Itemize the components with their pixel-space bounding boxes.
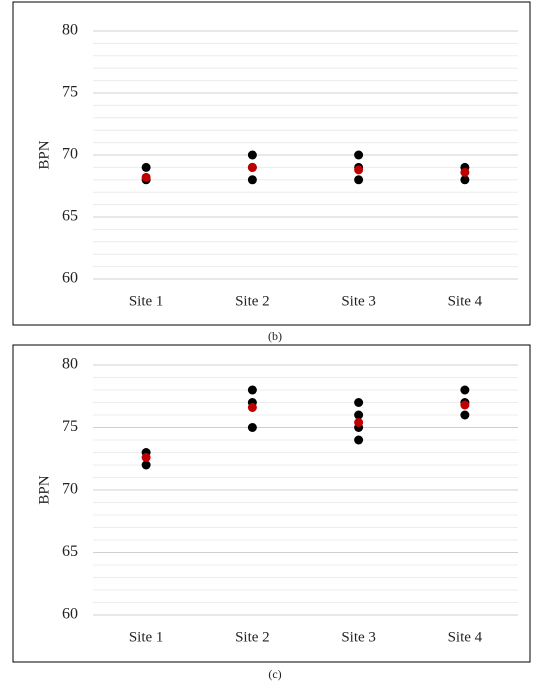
y-tick-label: 65	[62, 208, 78, 225]
panel-border	[12, 344, 531, 663]
panel-border	[12, 1, 531, 326]
y-tick-label: 60	[62, 606, 78, 623]
point	[460, 385, 470, 395]
point	[460, 410, 470, 420]
y-axis-label: BPN	[36, 140, 52, 169]
point	[460, 400, 470, 410]
caption: (b)	[268, 329, 282, 343]
x-tick-label: Site 4	[448, 629, 483, 645]
x-tick-label: Site 2	[235, 293, 270, 309]
point	[354, 435, 364, 445]
y-tick-label: 65	[62, 543, 78, 560]
caption: (c)	[268, 667, 281, 681]
y-axis-label: BPN	[36, 475, 52, 504]
y-tick-label: 80	[62, 22, 78, 39]
point	[141, 172, 151, 182]
point	[460, 167, 470, 177]
point	[354, 398, 364, 407]
point	[354, 418, 364, 427]
point	[141, 453, 151, 462]
point	[247, 162, 257, 172]
point	[354, 165, 364, 175]
y-tick-label: 75	[62, 84, 78, 101]
point	[354, 150, 364, 160]
point	[141, 460, 151, 470]
x-tick-label: Site 1	[129, 293, 164, 309]
y-tick-label: 75	[62, 418, 78, 435]
point	[460, 175, 470, 185]
y-tick-label: 80	[62, 356, 78, 373]
x-tick-label: Site 2	[235, 629, 270, 645]
point	[247, 423, 257, 432]
point	[247, 150, 257, 160]
point	[354, 410, 364, 420]
y-tick-label: 70	[62, 146, 78, 163]
x-tick-label: Site 3	[341, 629, 376, 645]
x-tick-label: Site 4	[448, 293, 483, 309]
point	[354, 175, 364, 185]
point	[247, 175, 257, 185]
point	[247, 385, 257, 395]
x-tick-label: Site 3	[341, 293, 376, 309]
point	[247, 403, 257, 412]
y-tick-label: 70	[62, 481, 78, 498]
y-tick-label: 60	[62, 270, 78, 287]
point	[141, 162, 151, 172]
x-tick-label: Site 1	[129, 629, 164, 645]
